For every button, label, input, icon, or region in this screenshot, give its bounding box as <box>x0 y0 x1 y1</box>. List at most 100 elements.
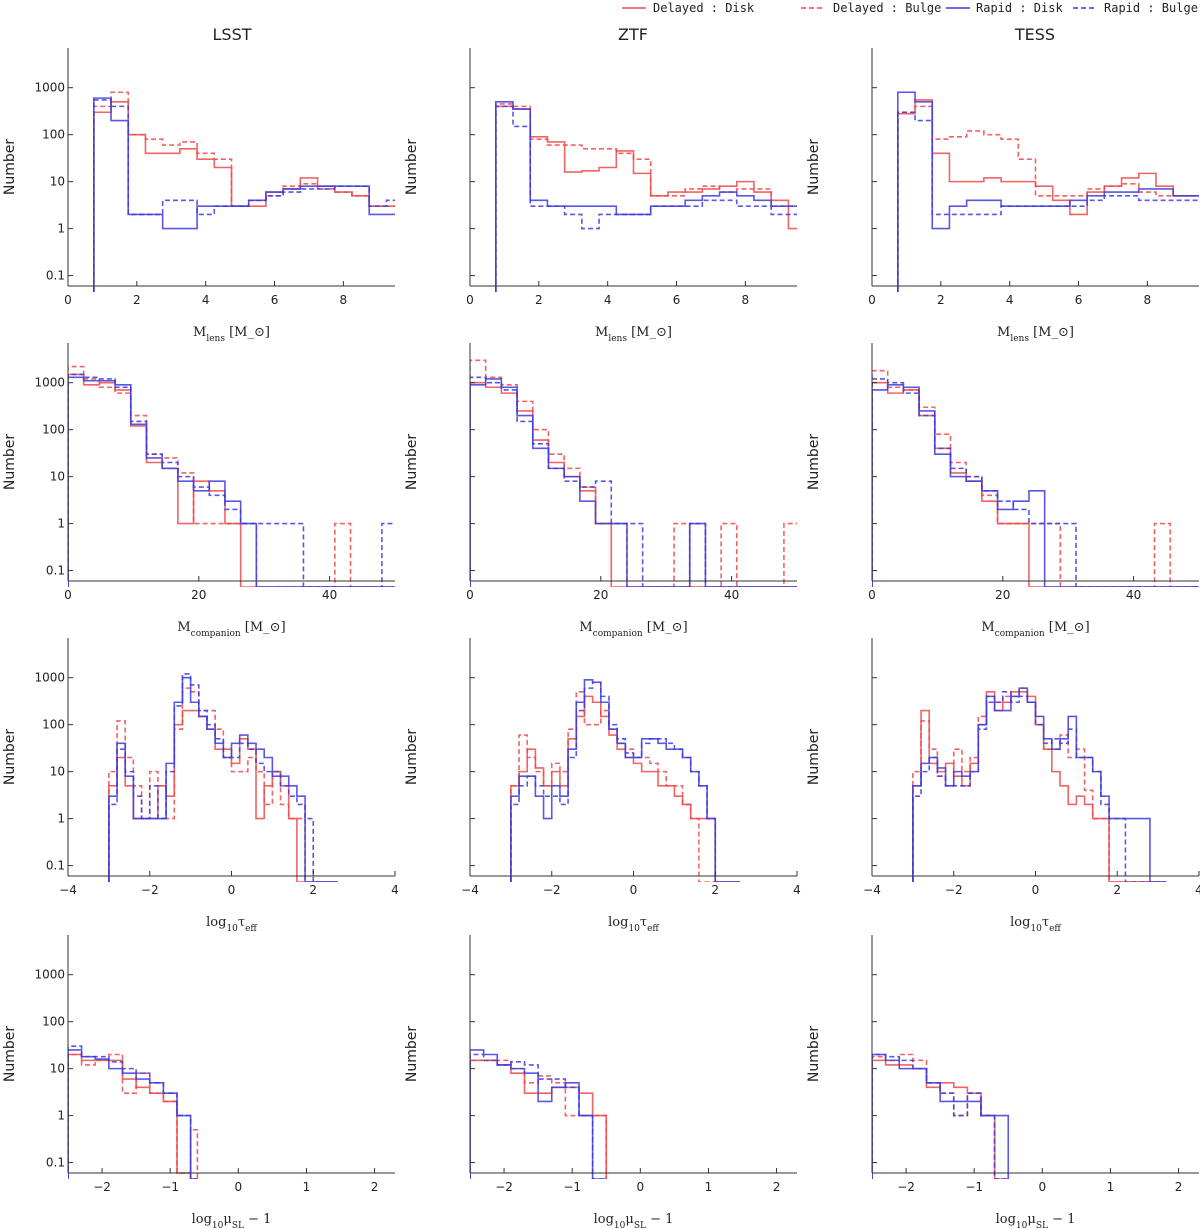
series-group <box>93 91 395 292</box>
y-tick-label: 100 <box>42 128 65 142</box>
x-tick-label: 2 <box>711 883 719 897</box>
y-tick-label: 0.1 <box>46 859 65 873</box>
x-axis-label: Mcompanion [M_⊙] <box>981 620 1089 639</box>
x-tick-label: 20 <box>191 588 206 602</box>
x-tick-label: 1 <box>1107 1180 1115 1194</box>
hist-delayed-bulge <box>897 105 1199 292</box>
hist-delayed-bulge <box>68 365 395 587</box>
y-tick-label: 1 <box>57 812 65 826</box>
x-tick-label: 6 <box>271 293 279 307</box>
x-tick-label: 6 <box>1075 293 1083 307</box>
hist-rapid-bulge <box>912 691 1167 882</box>
y-tick-label: 10 <box>50 1062 65 1076</box>
x-axis-label: Mcompanion [M_⊙] <box>579 620 687 639</box>
x-tick-label: 0 <box>1032 883 1040 897</box>
y-tick-label: 1 <box>57 222 65 236</box>
y-tick-label: 1 <box>57 517 65 531</box>
y-tick-label: 100 <box>42 1015 65 1029</box>
hist-rapid-bulge <box>68 1045 198 1179</box>
hist-delayed-disk <box>897 99 1199 292</box>
series-group <box>108 673 338 882</box>
x-tick-label: 0 <box>228 883 236 897</box>
x-tick-label: 20 <box>995 588 1010 602</box>
hist-delayed-disk <box>872 1059 1009 1179</box>
hist-rapid-disk <box>68 376 395 587</box>
column-title-tess: TESS <box>1014 25 1055 44</box>
hist-delayed-disk <box>510 695 740 882</box>
panel-r1-c0: 0.1 1 10 100 1000 0 20 40 Number Mcompanion [M_⊙] <box>2 343 395 639</box>
x-tick-label: 4 <box>793 883 801 897</box>
y-axis-label: Number <box>806 434 822 490</box>
series-group <box>470 1049 608 1179</box>
x-tick-label: 8 <box>1144 293 1152 307</box>
y-tick-label: 0.1 <box>46 564 65 578</box>
x-tick-label: −2 <box>945 883 963 897</box>
y-axis-label: Number <box>806 729 822 785</box>
hist-rapid-disk <box>872 384 1199 587</box>
x-tick-label: 8 <box>340 293 348 307</box>
x-tick-label: 4 <box>1006 293 1014 307</box>
x-axis-label: log10μSL − 1 <box>192 1212 272 1229</box>
series-group <box>495 101 797 292</box>
hist-rapid-disk <box>470 378 797 587</box>
x-tick-label: 0 <box>234 1180 242 1194</box>
hist-rapid-bulge <box>93 99 395 292</box>
x-tick-label: −1 <box>563 1180 581 1194</box>
x-tick-label: 8 <box>742 293 750 307</box>
x-tick-label: −2 <box>141 883 159 897</box>
x-tick-label: 2 <box>1113 883 1121 897</box>
hist-rapid-bulge <box>897 111 1199 292</box>
y-axis-label: Number <box>404 1026 420 1082</box>
series-group <box>897 91 1199 292</box>
x-tick-label: 40 <box>322 588 337 602</box>
hist-rapid-disk <box>510 679 740 882</box>
hist-rapid-bulge <box>68 373 395 587</box>
hist-delayed-disk <box>93 101 395 292</box>
panel-r1-c1: 0 20 40 Number Mcompanion [M_⊙] <box>404 343 797 639</box>
column-title-lsst: LSST <box>213 25 252 44</box>
hist-delayed-bulge <box>108 687 338 882</box>
y-tick-label: 0.1 <box>46 1156 65 1170</box>
x-tick-label: −4 <box>59 883 77 897</box>
column-title-ztf: ZTF <box>618 25 648 44</box>
y-axis-label: Number <box>404 729 420 785</box>
x-axis-label: Mlens [M_⊙] <box>997 325 1074 344</box>
y-axis-label: Number <box>404 434 420 490</box>
series-group <box>68 365 395 587</box>
x-tick-label: 0 <box>466 293 474 307</box>
panel-r3-c1: −2 −1 0 1 2 Number log10μSL − 1 <box>404 935 797 1229</box>
x-tick-label: −1 <box>161 1180 179 1194</box>
x-tick-label: 2 <box>133 293 141 307</box>
x-tick-label: 4 <box>1195 883 1200 897</box>
legend-label-rapid-bulge: Rapid : Bulge <box>1104 1 1198 15</box>
y-axis-label: Number <box>2 729 18 785</box>
legend-label-delayed-bulge: Delayed : Bulge <box>833 1 941 15</box>
panel-r2-c1: −4 −2 0 2 4 Number log10τeff <box>404 638 801 934</box>
x-tick-label: 0 <box>630 883 638 897</box>
panel-r2-c0: 0.1 1 10 100 1000 −4 −2 0 2 4 Number log10τeff <box>2 638 399 934</box>
hist-delayed-disk <box>912 691 1167 882</box>
x-tick-label: 40 <box>724 588 739 602</box>
y-tick-label: 10 <box>50 470 65 484</box>
x-tick-label: 1 <box>303 1180 311 1194</box>
hist-delayed-bulge <box>495 103 797 292</box>
x-tick-label: −1 <box>965 1180 983 1194</box>
y-tick-label: 1000 <box>34 671 65 685</box>
series-group <box>470 359 797 587</box>
x-tick-label: 0 <box>1038 1180 1046 1194</box>
series-group <box>872 1053 1010 1179</box>
y-axis-label: Number <box>806 1026 822 1082</box>
x-tick-label: −2 <box>897 1180 915 1194</box>
y-axis-label: Number <box>2 139 18 195</box>
x-axis-label: log10μSL − 1 <box>594 1212 674 1229</box>
hist-rapid-bulge <box>495 105 797 292</box>
hist-delayed-disk <box>68 373 395 587</box>
series-group <box>510 679 740 882</box>
x-axis-label: Mlens [M_⊙] <box>193 325 270 344</box>
x-tick-label: 0 <box>64 293 72 307</box>
y-axis-label: Number <box>404 139 420 195</box>
panel-r0-c0: 0.1 1 10 100 1000 0 2 4 6 8 Number Mlens [M_⊙] <box>2 48 395 344</box>
x-axis-label: log10τeff <box>608 915 659 934</box>
legend-label-rapid-disk: Rapid : Disk <box>976 1 1063 15</box>
